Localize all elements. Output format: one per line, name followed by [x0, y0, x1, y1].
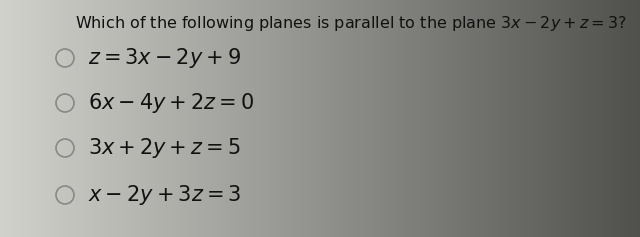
Text: $6x - 4y + 2z = 0$: $6x - 4y + 2z = 0$ [88, 91, 254, 115]
Text: $3x + 2y + z = 5$: $3x + 2y + z = 5$ [88, 136, 241, 160]
Text: $x - 2y + 3z = 3$: $x - 2y + 3z = 3$ [88, 183, 241, 207]
Text: Which of the following planes is parallel to the plane $3x - 2y + z = 3$?: Which of the following planes is paralle… [75, 14, 627, 33]
Text: $z = 3x - 2y + 9$: $z = 3x - 2y + 9$ [88, 46, 241, 70]
